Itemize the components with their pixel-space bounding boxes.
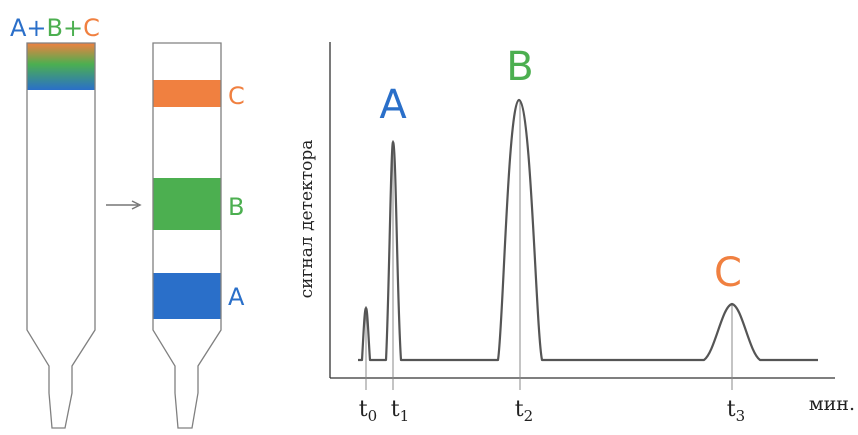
mixture-label-b: B xyxy=(47,14,63,42)
separation-arrow xyxy=(106,200,142,210)
tick-label-t3: t3 xyxy=(727,397,745,425)
tick-label-t2-base: t xyxy=(515,397,524,422)
tick-label-t0: t0 xyxy=(359,397,377,425)
mixture-band xyxy=(27,43,95,90)
mixture-label-plus-1: + xyxy=(26,14,46,42)
mixture-label: A+B+C xyxy=(10,14,100,42)
tick-label-t3-sub: 3 xyxy=(736,407,746,425)
mixture-label-a: A xyxy=(10,14,27,42)
x-axis-unit: мин. xyxy=(809,393,855,415)
peak-label-b: B xyxy=(506,44,533,90)
band-label-a: A xyxy=(228,283,245,311)
tick-label-t1: t1 xyxy=(391,397,409,425)
column-before-outline xyxy=(26,42,96,429)
band-a xyxy=(153,273,221,319)
column-before xyxy=(26,42,96,429)
mixture-label-c: C xyxy=(83,14,100,42)
detector-trace xyxy=(358,98,818,362)
mixture-label-plus-2: + xyxy=(63,14,83,42)
band-label-b: B xyxy=(228,193,244,221)
tick-label-t2-sub: 2 xyxy=(524,407,534,425)
tick-label-t1-base: t xyxy=(391,397,400,422)
peak-label-c: C xyxy=(714,250,742,296)
band-b xyxy=(153,178,221,230)
chromatogram: сигнал детектора A B C t0 t1 t2 t3 мин. xyxy=(297,42,855,425)
band-label-c: C xyxy=(228,82,245,110)
peak-label-a: A xyxy=(379,82,407,128)
column-after-outline xyxy=(152,42,222,429)
tick-label-t0-sub: 0 xyxy=(368,407,378,425)
y-axis-label: сигнал детектора xyxy=(297,140,317,299)
tick-label-t3-base: t xyxy=(727,397,736,422)
tick-label-t1-sub: 1 xyxy=(400,407,410,425)
band-c xyxy=(153,80,221,107)
column-after: C B A xyxy=(152,42,245,429)
tick-label-t0-base: t xyxy=(359,397,368,422)
tick-label-t2: t2 xyxy=(515,397,533,425)
